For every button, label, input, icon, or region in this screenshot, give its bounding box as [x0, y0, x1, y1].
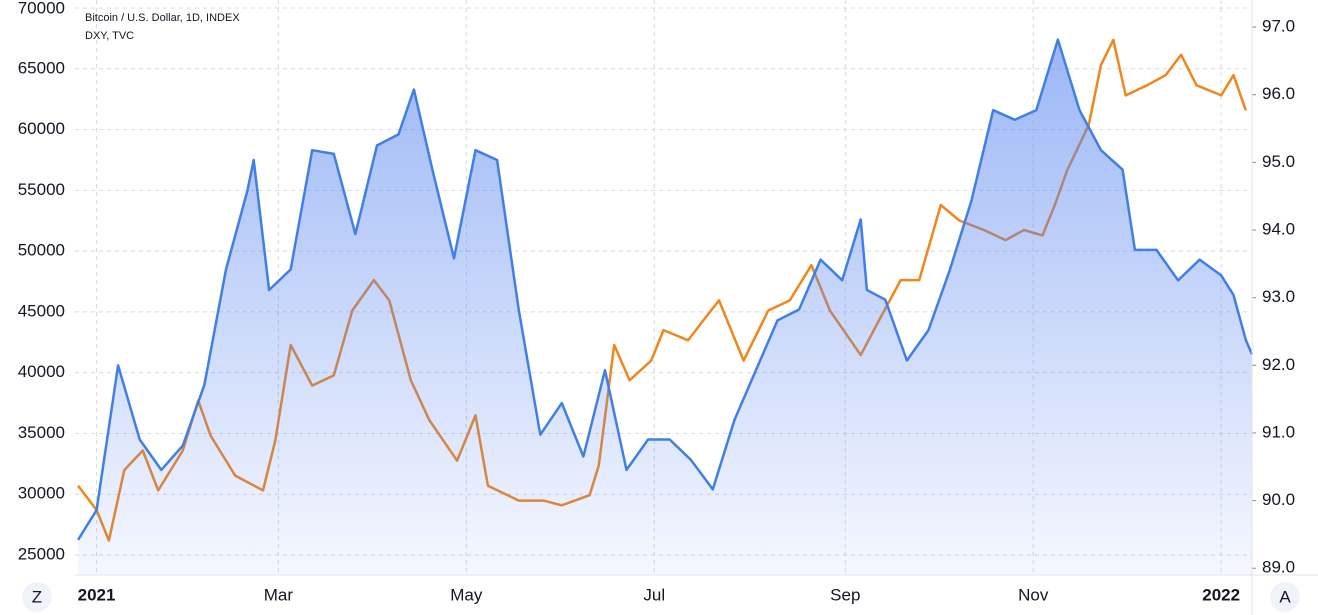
- x-tick-label: Jul: [643, 585, 665, 604]
- legend-entry: DXY, TVC: [85, 30, 134, 42]
- y-tick-label: 30000: [18, 484, 65, 503]
- y-tick-label: 60000: [18, 119, 65, 138]
- y-tick-label: 40000: [18, 362, 65, 381]
- y-tick-label: 65000: [18, 58, 65, 77]
- y2-tick-label: 94.0: [1262, 219, 1295, 238]
- y-tick-label: 70000: [18, 0, 65, 17]
- button[interactable]: [1270, 582, 1300, 612]
- area: [78, 39, 1253, 576]
- line: [77, 38, 1254, 541]
- button[interactable]: [22, 582, 52, 612]
- y2-tick-label: 92.0: [1262, 355, 1295, 374]
- x-tick-label: May: [450, 585, 483, 604]
- y2-tick-label: 91.0: [1262, 422, 1295, 441]
- x-tick-label: Sep: [830, 585, 860, 604]
- y-tick-label: 25000: [18, 544, 65, 563]
- y2-tick-label: 95.0: [1262, 152, 1295, 171]
- y-tick-label: 50000: [18, 241, 65, 260]
- x-tick-label: Mar: [264, 585, 294, 604]
- x-tick-label: 2021: [78, 585, 116, 604]
- y2-tick-label: 89.0: [1262, 558, 1295, 577]
- y-tick-label: 45000: [18, 301, 65, 320]
- y-tick-label: 55000: [18, 180, 65, 199]
- x-tick-label: 2022: [1202, 585, 1240, 604]
- axes: 25000 30000 35000 40000 45000 50000 55000 60000…: [18, 0, 1318, 615]
- y2-tick-label: 97.0: [1262, 17, 1295, 36]
- y2-tick-label: 90.0: [1262, 490, 1295, 509]
- plot: [77, 38, 1254, 576]
- button-label[interactable]: Z: [32, 587, 42, 606]
- y2-tick-label: 93.0: [1262, 287, 1295, 306]
- x-tick-label: Nov: [1018, 585, 1049, 604]
- button-label[interactable]: A: [1279, 587, 1291, 606]
- y2-tick-label: 96.0: [1262, 84, 1295, 103]
- legend-entry: Bitcoin / U.S. Dollar, 1D, INDEX: [85, 12, 240, 24]
- y-tick-label: 35000: [18, 423, 65, 442]
